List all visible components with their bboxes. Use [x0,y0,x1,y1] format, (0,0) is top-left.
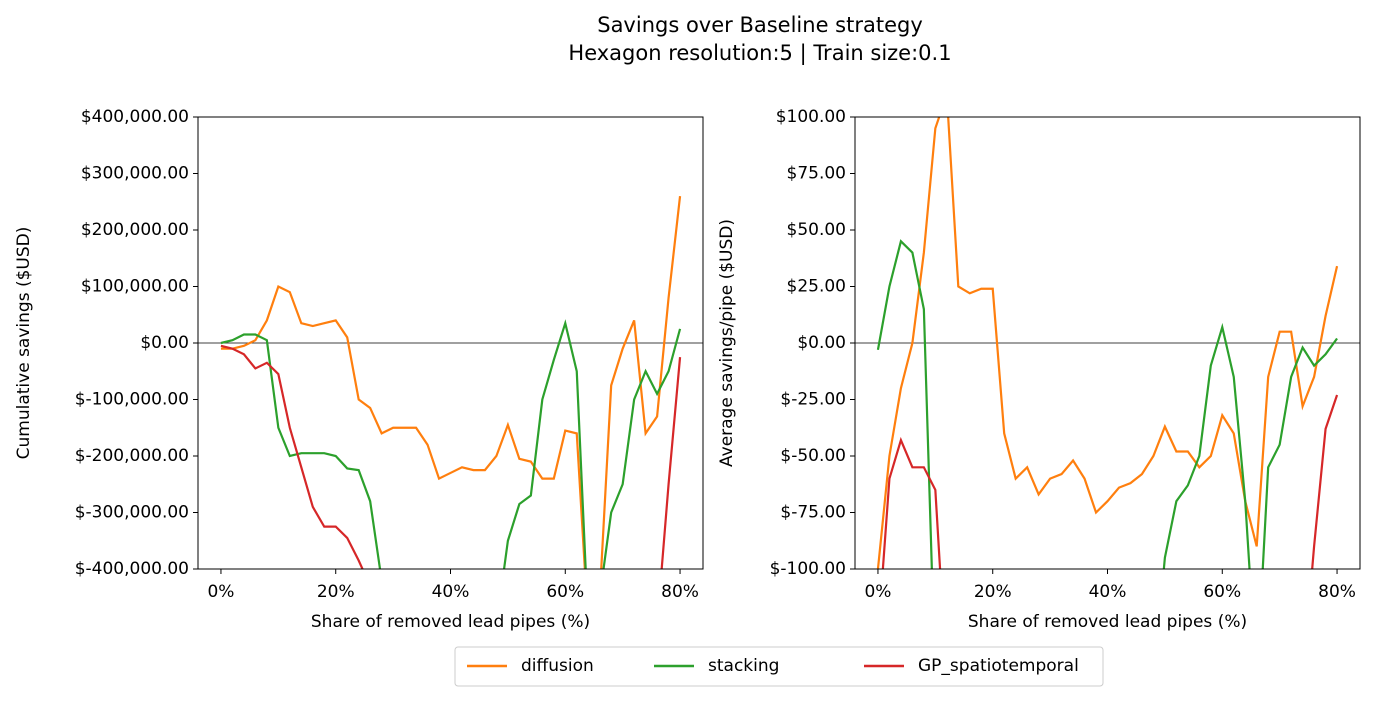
y-tick-label: $100,000.00 [81,277,189,297]
y-tick-label: $-75.00 [780,503,846,523]
x-tick-label: 0% [207,582,234,602]
legend-box [454,646,1104,687]
y-tick-label: $300,000.00 [81,164,189,184]
axes-frame [197,116,704,570]
x-tick-label: 60% [546,582,584,602]
figure-title: Savings over Baseline strategy [597,13,923,37]
series-line [881,394,1339,569]
legend-label: diffusion [521,656,594,676]
x-tick-label: 0% [864,582,891,602]
y-tick-label: $-100,000.00 [75,390,189,410]
y-tick-label: $50.00 [787,220,846,240]
y-tick-label: $75.00 [787,164,846,184]
y-tick-label: $-50.00 [780,446,846,466]
y-tick-label: $0.00 [797,333,846,353]
x-axis-label: Share of removed lead pipes (%) [311,612,590,632]
y-tick-label: $25.00 [787,277,846,297]
x-tick-label: 20% [317,582,355,602]
y-tick-label: $200,000.00 [81,220,189,240]
legend-label: GP_spatiotemporal [918,656,1079,676]
y-tick-label: $-300,000.00 [75,503,189,523]
x-tick-label: 80% [1318,582,1356,602]
y-tick-label: $100.00 [776,107,846,127]
x-tick-label: 20% [974,582,1012,602]
y-tick-label: $0.00 [140,333,189,353]
x-tick-label: 40% [432,582,470,602]
y-tick-label: $-200,000.00 [75,446,189,466]
x-tick-label: 80% [661,582,699,602]
y-tick-label: $-100.00 [770,559,846,579]
series-line [220,344,682,569]
y-tick-label: $-25.00 [780,390,846,410]
series-line [220,319,682,569]
axes-frame [854,116,1361,570]
plot-area [855,117,1360,569]
series-line [220,195,682,569]
y-axis-label: Cumulative savings ($USD) [14,227,34,460]
y-tick-label: $-400,000.00 [75,559,189,579]
series-line [876,117,1339,569]
figure-subtitle: Hexagon resolution:5 | Train size:0.1 [568,41,951,66]
x-axis-label: Share of removed lead pipes (%) [968,612,1247,632]
x-tick-label: 60% [1203,582,1241,602]
legend-label: stacking [708,656,779,676]
y-tick-label: $400,000.00 [81,107,189,127]
y-axis-label: Average savings/pipe ($USD) [717,219,737,467]
plot-area [198,195,703,569]
x-tick-label: 40% [1089,582,1127,602]
